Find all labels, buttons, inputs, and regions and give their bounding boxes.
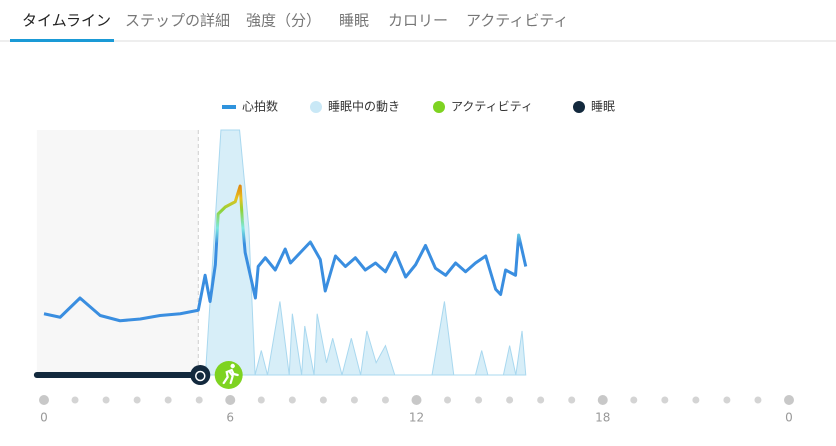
x-tick-dot <box>411 395 422 405</box>
legend-swatch <box>433 101 445 113</box>
x-tick-dot <box>537 396 545 404</box>
legend-label: 心拍数 <box>242 99 278 114</box>
x-tick-dot <box>723 396 731 404</box>
x-tick-dot <box>319 396 327 404</box>
legend-swatch <box>573 101 585 113</box>
x-tick-label: 6 <box>226 411 234 425</box>
x-tick-dot <box>133 396 141 404</box>
tab[interactable]: 睡眠 <box>339 12 369 30</box>
sleep-region <box>36 130 199 375</box>
x-tick-dot <box>71 396 79 404</box>
x-tick-label: 0 <box>40 411 48 425</box>
activity-marker[interactable] <box>214 361 243 389</box>
x-tick-dot <box>444 396 452 404</box>
x-tick-dot <box>381 396 389 404</box>
x-tick-dot <box>350 396 358 404</box>
x-tick-dot <box>257 396 265 404</box>
x-tick-dot <box>568 396 576 404</box>
tab[interactable]: ステップの詳細 <box>125 12 230 30</box>
x-tick-dot <box>225 395 236 405</box>
tab[interactable]: タイムライン <box>22 12 111 30</box>
wake-icon <box>190 365 211 385</box>
x-tick-dot <box>597 395 608 405</box>
x-tick-dot <box>692 396 700 404</box>
x-tick-dot <box>195 396 203 404</box>
x-tick-label: 18 <box>595 411 610 425</box>
x-tick-dot <box>754 396 762 404</box>
x-tick-label: 12 <box>409 411 424 425</box>
x-tick-dot <box>784 395 794 405</box>
tab[interactable]: カロリー <box>388 12 448 30</box>
x-tick-dot <box>288 396 296 404</box>
activity-icon <box>222 368 239 385</box>
x-tick-label: 0 <box>785 411 793 425</box>
x-tick-dot <box>630 396 638 404</box>
tab-bar: タイムライン ステップの詳細 強度（分） 睡眠 カロリー アクティビティ <box>10 12 568 42</box>
sleep-movement-area <box>204 129 527 376</box>
legend-label: 睡眠中の動き <box>328 99 400 114</box>
x-tick-dot <box>39 395 49 405</box>
active-tab-underline <box>10 39 114 42</box>
x-tick-dot <box>506 396 514 404</box>
legend-label: アクティビティ <box>451 100 533 114</box>
x-tick-dot <box>475 396 483 404</box>
x-axis: 0 6 12 18 0 <box>39 395 794 425</box>
tab[interactable]: アクティビティ <box>466 12 568 30</box>
tab[interactable]: 強度（分） <box>246 12 321 30</box>
legend-label: 睡眠 <box>591 100 615 114</box>
x-tick-dot <box>164 396 172 404</box>
legend: 心拍数 睡眠中の動き アクティビティ 睡眠 <box>222 99 615 114</box>
activity-icon-head <box>230 363 235 369</box>
heart-rate-line <box>43 184 528 323</box>
legend-swatch <box>310 101 322 113</box>
x-tick-dot <box>661 396 669 404</box>
x-tick-dot <box>102 396 110 404</box>
plot <box>33 129 528 389</box>
wake-icon-clock <box>195 370 206 382</box>
legend-swatch <box>222 105 236 109</box>
